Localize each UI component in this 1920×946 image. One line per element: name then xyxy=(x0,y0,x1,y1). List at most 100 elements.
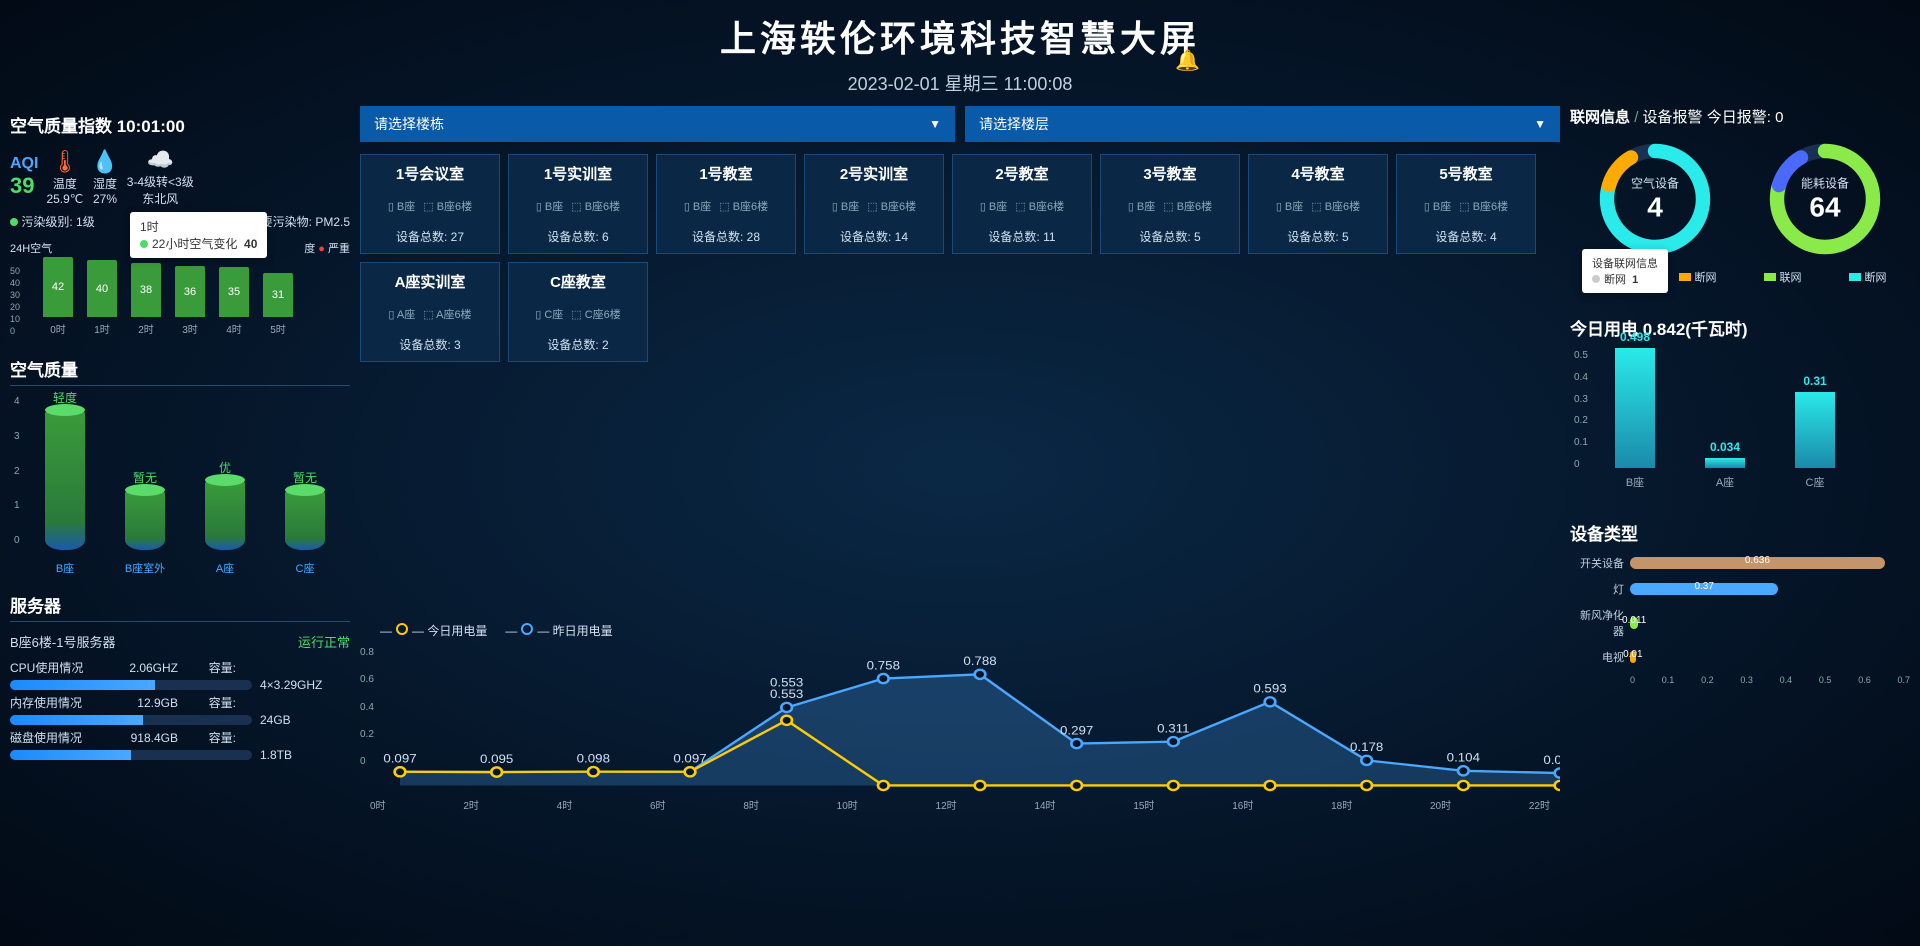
line-point[interactable] xyxy=(1458,766,1469,775)
cyl-x-label: A座 xyxy=(216,560,234,576)
cylinder-bar[interactable] xyxy=(45,410,85,550)
room-name: A座实训室 xyxy=(369,271,491,292)
cyl-x-label: C座 xyxy=(296,560,315,576)
line-point[interactable] xyxy=(1071,739,1082,748)
aqi-bar[interactable]: 31 xyxy=(263,273,293,317)
mem-cap-label: 容量: xyxy=(186,694,236,711)
mem-value: 12.9GB xyxy=(108,696,178,710)
server-name: B座6楼-1号服务器 xyxy=(10,632,115,651)
disk-value: 918.4GB xyxy=(108,731,178,745)
room-card[interactable]: 3号教室 ▯ B座⬚ B座6楼 设备总数: 5 xyxy=(1100,154,1240,254)
line-point-today[interactable] xyxy=(588,767,599,776)
aqi-bar[interactable]: 38 xyxy=(131,263,161,317)
room-count-label: 设备总数: xyxy=(988,230,1039,244)
aqi-bar[interactable]: 42 xyxy=(43,257,73,317)
room-card[interactable]: 5号教室 ▯ B座⬚ B座6楼 设备总数: 4 xyxy=(1396,154,1536,254)
room-card[interactable]: 1号教室 ▯ B座⬚ B座6楼 设备总数: 28 xyxy=(656,154,796,254)
line-point[interactable] xyxy=(1168,737,1179,746)
room-count-value: 5 xyxy=(1194,230,1201,244)
gauge[interactable]: 能耗设备64 xyxy=(1765,139,1885,259)
line-point-today[interactable] xyxy=(685,767,696,776)
room-count-value: 28 xyxy=(747,230,760,244)
line-point[interactable] xyxy=(1555,768,1560,777)
line-point-today[interactable] xyxy=(1265,781,1276,790)
power-bar[interactable] xyxy=(1615,348,1655,468)
line-point-today[interactable] xyxy=(1458,781,1469,790)
room-card[interactable]: A座实训室 ▯ A座⬚ A座6楼 设备总数: 3 xyxy=(360,262,500,362)
legend-item[interactable]: —— 今日用电量 xyxy=(380,622,487,639)
bar-x-label: 2时 xyxy=(138,321,154,336)
room-name: 4号教室 xyxy=(1257,163,1379,184)
room-count-value: 4 xyxy=(1490,230,1497,244)
room-loc2: ⬚ A座6楼 xyxy=(423,306,471,322)
aqi-bar[interactable]: 40 xyxy=(87,260,117,317)
room-card[interactable]: 2号教室 ▯ B座⬚ B座6楼 设备总数: 11 xyxy=(952,154,1092,254)
line-point-today[interactable] xyxy=(1071,781,1082,790)
line-point-today[interactable] xyxy=(491,767,502,776)
dev-type-bar[interactable]: 0.636 xyxy=(1630,557,1885,569)
room-name: 1号会议室 xyxy=(369,163,491,184)
line-point[interactable] xyxy=(1265,697,1276,706)
cylinder-bar[interactable] xyxy=(205,480,245,550)
cpu-label: CPU使用情况 xyxy=(10,659,100,676)
legend-item[interactable]: —— 昨日用电量 xyxy=(505,622,612,639)
aqi-bar[interactable]: 35 xyxy=(219,267,249,317)
dev-type-bar[interactable]: 0.011 xyxy=(1630,617,1638,629)
room-card[interactable]: C座教室 ▯ C座⬚ C座6楼 设备总数: 2 xyxy=(508,262,648,362)
line-point[interactable] xyxy=(781,703,792,712)
air-quality-title: 空气质量 xyxy=(10,356,350,386)
line-point-today[interactable] xyxy=(1361,781,1372,790)
room-count-value: 2 xyxy=(602,338,609,352)
line-point-today[interactable] xyxy=(1555,781,1560,790)
cpu-progress xyxy=(10,680,252,690)
room-card[interactable]: 2号实训室 ▯ B座⬚ B座6楼 设备总数: 14 xyxy=(804,154,944,254)
power-bar[interactable] xyxy=(1705,458,1745,468)
floor-select[interactable]: 请选择楼层 ▼ xyxy=(965,106,1560,142)
gauge[interactable]: 空气设备4 xyxy=(1595,139,1715,259)
room-card[interactable]: 1号会议室 ▯ B座⬚ B座6楼 设备总数: 27 xyxy=(360,154,500,254)
point-label: 0.788 xyxy=(963,655,996,668)
room-card[interactable]: 1号实训室 ▯ B座⬚ B座6楼 设备总数: 6 xyxy=(508,154,648,254)
room-name: 3号教室 xyxy=(1109,163,1231,184)
room-loc2: ⬚ B座6楼 xyxy=(423,198,472,214)
wind-line2: 东北风 xyxy=(142,190,178,207)
line-point[interactable] xyxy=(975,670,986,679)
mem-progress xyxy=(10,715,252,725)
dev-type-label: 电视 xyxy=(1570,649,1624,665)
room-count-value: 5 xyxy=(1342,230,1349,244)
room-loc1: ▯ B座 xyxy=(832,198,859,214)
line-point-today[interactable] xyxy=(975,781,986,790)
cylinder-bar[interactable] xyxy=(125,490,165,550)
cylinder-bar[interactable] xyxy=(285,490,325,550)
point-label: 0.297 xyxy=(1060,724,1093,737)
line-point-today[interactable] xyxy=(1168,781,1179,790)
room-count-label: 设备总数: xyxy=(692,230,743,244)
room-loc1: ▯ B座 xyxy=(536,198,563,214)
dev-type-bar[interactable]: 0.01 xyxy=(1630,651,1636,663)
room-card[interactable]: 4号教室 ▯ B座⬚ B座6楼 设备总数: 5 xyxy=(1248,154,1388,254)
line-point-today[interactable] xyxy=(878,781,889,790)
cloud-icon: ☁️ xyxy=(147,147,174,173)
chevron-down-icon: ▼ xyxy=(1534,117,1546,131)
server-status: 运行正常 xyxy=(298,632,350,651)
line-point-today[interactable] xyxy=(781,716,792,725)
point-label: 0.593 xyxy=(1253,682,1286,695)
primary-pollutant-value: PM2.5 xyxy=(315,215,350,229)
line-point-today[interactable] xyxy=(395,767,406,776)
room-count-value: 11 xyxy=(1043,230,1055,244)
disk-progress xyxy=(10,750,252,760)
line-point[interactable] xyxy=(1361,756,1372,765)
bar-x-label: 5时 xyxy=(270,321,286,336)
line-point[interactable] xyxy=(878,674,889,683)
dev-type-bar[interactable]: 0.37 xyxy=(1630,583,1778,595)
power-bar[interactable] xyxy=(1795,392,1835,468)
aqi-bar[interactable]: 36 xyxy=(175,266,205,317)
point-label: 0.098 xyxy=(577,752,610,765)
severity-low: 度 xyxy=(304,243,315,255)
bar-x-label: 1时 xyxy=(94,321,110,336)
cpu-cap: 4×3.29GHZ xyxy=(260,678,350,692)
room-count-label: 设备总数: xyxy=(396,230,447,244)
building-select[interactable]: 请选择楼栋 ▼ xyxy=(360,106,955,142)
disk-cap: 1.8TB xyxy=(260,748,350,762)
power-bar-value: 0.034 xyxy=(1710,440,1740,454)
